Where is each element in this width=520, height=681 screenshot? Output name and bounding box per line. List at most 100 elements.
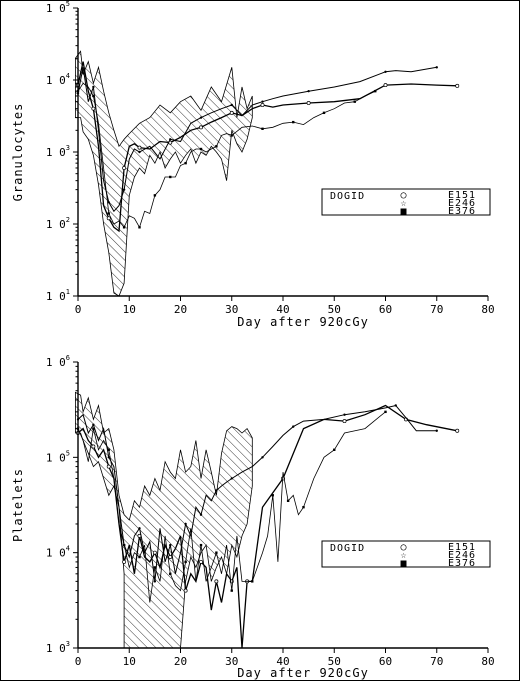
data-point-e151	[199, 125, 203, 130]
data-point-e246	[261, 100, 264, 103]
data-point-e376	[384, 410, 387, 414]
series-line-e151	[77, 61, 458, 233]
data-point-e246	[199, 116, 203, 119]
data-point-e246	[138, 150, 141, 154]
y-tick-label: 1 04	[46, 72, 70, 87]
x-axis-title: Day after 920cGy	[237, 666, 369, 680]
data-point-e246	[292, 425, 295, 428]
x-tick-label: 60	[379, 303, 392, 316]
data-point-e151	[106, 216, 111, 221]
data-point-e376	[122, 543, 126, 547]
legend-label-e151: E151	[448, 542, 476, 553]
data-point-e246	[107, 201, 110, 204]
data-point-e376	[271, 494, 274, 497]
legend-box	[321, 188, 491, 216]
data-point-e376	[138, 226, 141, 229]
data-point-e151	[260, 103, 265, 107]
data-point-e151	[137, 145, 142, 150]
y-tick-label: 1 06	[46, 354, 70, 369]
data-point-e376	[302, 505, 305, 509]
data-point-e151	[91, 106, 96, 111]
data-point-e376	[251, 580, 254, 583]
data-point-e376	[169, 175, 172, 179]
x-tick-label: 70	[430, 655, 443, 668]
y-tick-label: 1 05	[46, 0, 70, 15]
data-point-e246	[122, 188, 126, 191]
data-point-e246	[343, 413, 346, 416]
y-tick-label: 1 05	[46, 449, 70, 464]
data-point-e246	[435, 429, 438, 432]
x-tick-label: 50	[328, 655, 341, 668]
x-tick-label: 0	[75, 303, 82, 316]
legend-label-e376: E376	[448, 558, 476, 569]
data-point-e246	[435, 66, 438, 69]
data-point-e151	[383, 83, 388, 88]
data-point-e376	[122, 226, 126, 229]
x-tick-label: 20	[174, 655, 187, 668]
legend-box	[321, 540, 491, 568]
x-tick-label: 10	[123, 303, 136, 316]
data-point-e246	[107, 456, 110, 459]
data-point-e151	[199, 559, 203, 564]
data-point-e376	[184, 560, 187, 564]
data-point-e376	[215, 551, 218, 554]
legend-label-e246: E246	[448, 198, 476, 209]
data-point-e246	[169, 138, 172, 141]
y-tick-label: 1 04	[46, 545, 70, 560]
series-line-e376	[77, 82, 376, 229]
data-point-e376	[153, 194, 157, 197]
x-tick-label: 30	[225, 303, 238, 316]
data-point-e151	[122, 166, 127, 170]
x-tick-label: 10	[123, 655, 136, 668]
legend-label-e246: E246	[448, 550, 476, 561]
legend-marker-e151: ○	[400, 542, 407, 553]
data-point-e246	[153, 580, 157, 583]
data-point-e376	[107, 448, 110, 451]
data-point-e376	[199, 147, 203, 151]
data-point-e376	[92, 94, 95, 98]
data-point-e151	[342, 419, 347, 424]
data-point-e376	[322, 111, 326, 115]
legend: DOGID ○ E151 ☆ E246 ■ E376	[321, 188, 491, 217]
data-point-e246	[169, 543, 172, 547]
data-point-e376	[92, 427, 95, 430]
x-tick-label: 40	[276, 303, 289, 316]
data-point-e376	[153, 566, 157, 569]
data-point-e151	[306, 101, 311, 105]
data-point-e376	[138, 555, 141, 559]
y-tick-label: 1 01	[46, 288, 70, 303]
data-point-e376	[286, 499, 290, 502]
legend-label-e376: E376	[448, 206, 476, 217]
x-tick-label: 40	[276, 655, 289, 668]
x-tick-label: 30	[225, 655, 238, 668]
data-point-e376	[215, 145, 218, 148]
data-point-e376	[353, 100, 356, 103]
data-point-e376	[107, 212, 110, 215]
data-point-e376	[199, 543, 203, 547]
data-point-e246	[230, 103, 233, 107]
x-axis-title: Day after 920cGy	[237, 315, 369, 329]
data-point-e246	[92, 423, 95, 426]
data-point-e376	[292, 120, 295, 124]
data-point-e246	[215, 489, 218, 492]
legend-marker-e151: ○	[400, 190, 407, 201]
y-tick-label: 1 02	[46, 216, 70, 231]
x-tick-label: 80	[481, 303, 494, 316]
data-point-e151	[152, 550, 157, 555]
data-point-e151	[455, 428, 460, 433]
range-band	[75, 50, 253, 297]
x-tick-label: 60	[379, 655, 392, 668]
data-point-e376	[169, 572, 172, 576]
y-axis-title: Platelets	[11, 468, 25, 542]
x-tick-label: 70	[430, 303, 443, 316]
data-point-e246	[199, 513, 203, 516]
x-tick-label: 50	[328, 303, 341, 316]
legend-marker-e246: ☆	[400, 550, 407, 561]
data-point-e376	[230, 134, 233, 137]
y-tick-label: 1 03	[46, 640, 70, 655]
data-point-e246	[261, 456, 264, 459]
data-point-e376	[374, 89, 377, 93]
data-point-e376	[261, 127, 264, 131]
range-band	[75, 391, 253, 649]
granulocytes-chart: 0 10 20 30 40 50 60 70 80 1 01 1 02 1 03 1 04 1 05 Day…	[11, 0, 495, 329]
